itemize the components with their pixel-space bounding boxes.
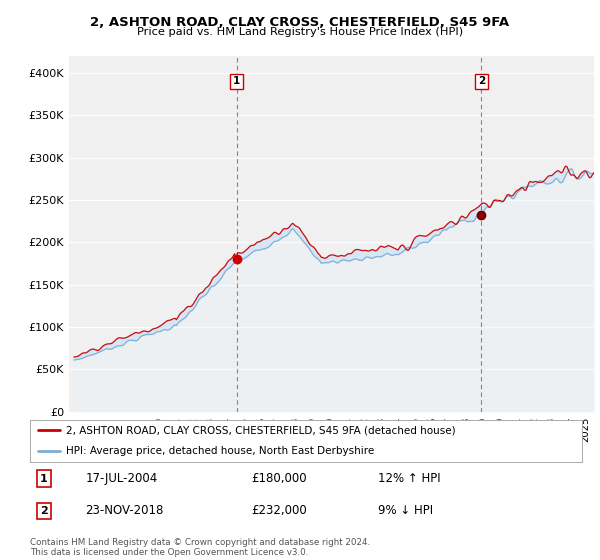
Text: £180,000: £180,000: [251, 472, 307, 485]
Text: Contains HM Land Registry data © Crown copyright and database right 2024.
This d: Contains HM Land Registry data © Crown c…: [30, 538, 370, 557]
Text: 23-NOV-2018: 23-NOV-2018: [85, 504, 164, 517]
Text: Price paid vs. HM Land Registry's House Price Index (HPI): Price paid vs. HM Land Registry's House …: [137, 27, 463, 37]
Text: 2, ASHTON ROAD, CLAY CROSS, CHESTERFIELD, S45 9FA: 2, ASHTON ROAD, CLAY CROSS, CHESTERFIELD…: [91, 16, 509, 29]
Text: 1: 1: [233, 76, 241, 86]
Text: 12% ↑ HPI: 12% ↑ HPI: [378, 472, 440, 485]
Text: 2: 2: [40, 506, 47, 516]
Text: £232,000: £232,000: [251, 504, 307, 517]
Text: 9% ↓ HPI: 9% ↓ HPI: [378, 504, 433, 517]
Text: 2, ASHTON ROAD, CLAY CROSS, CHESTERFIELD, S45 9FA (detached house): 2, ASHTON ROAD, CLAY CROSS, CHESTERFIELD…: [66, 425, 455, 435]
Text: HPI: Average price, detached house, North East Derbyshire: HPI: Average price, detached house, Nort…: [66, 446, 374, 456]
Text: 2: 2: [478, 76, 485, 86]
Text: 1: 1: [40, 474, 47, 484]
Text: 17-JUL-2004: 17-JUL-2004: [85, 472, 157, 485]
